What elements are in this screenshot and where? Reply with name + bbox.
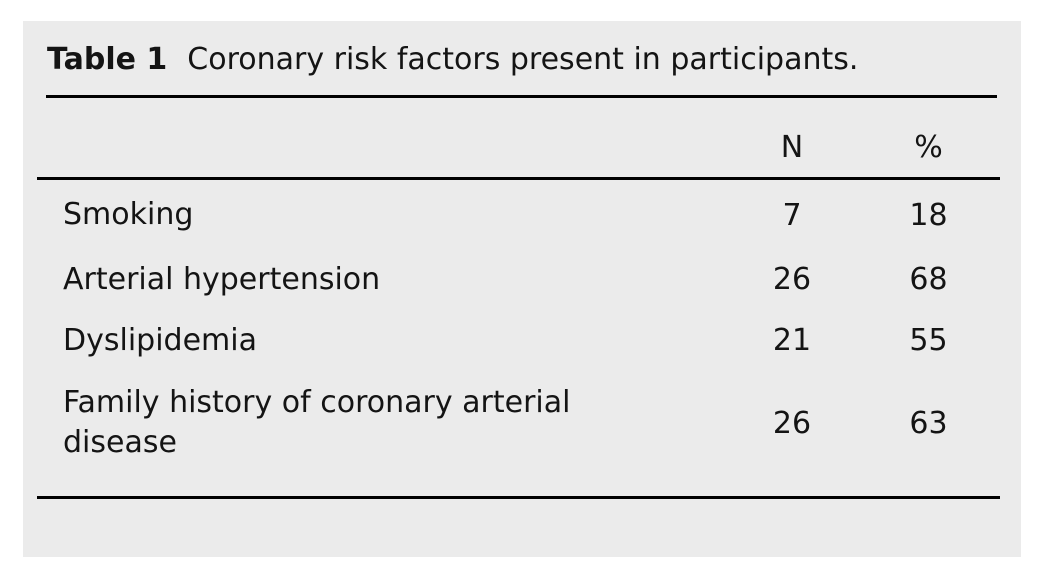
table-caption: Coronary risk factors present in partici… [187, 42, 859, 77]
factor-text: Family history of coronary arterial dise… [63, 385, 571, 460]
table-label: Table 1 [47, 42, 168, 77]
cell-pct: 63 [909, 405, 948, 441]
table-panel: Table 1 Coronary risk factors present in … [23, 21, 1021, 557]
table-row: Smoking 7 18 [37, 179, 1000, 251]
col-header-n: N [727, 98, 857, 180]
table-row: Arterial hypertension 26 68 [37, 250, 1000, 309]
table-row: Family history of coronary arterial dise… [37, 372, 1000, 474]
cell-pct: 68 [909, 262, 948, 297]
cell-factor: Family history of coronary arterial dise… [37, 372, 727, 474]
cell-n: 26 [772, 405, 812, 441]
factor-text: Smoking [63, 197, 194, 232]
cell-n: 7 [782, 197, 802, 233]
col-header-pct: % [857, 98, 1000, 180]
cell-pct: 18 [909, 197, 948, 233]
cell-factor: Smoking [37, 179, 727, 251]
factor-text: Dyslipidemia [63, 322, 257, 358]
title-divider [46, 95, 997, 98]
risk-factors-table: N % Smoking 7 18 Arterial hypertension 2… [37, 98, 1000, 499]
header-row: N % [37, 98, 1000, 180]
col-header-factor [37, 98, 727, 180]
spacer-cell [37, 474, 1000, 498]
spacer-row [37, 474, 1000, 498]
table-row: Dyslipidemia 21 55 [37, 309, 1000, 372]
cell-n: 21 [772, 323, 812, 358]
cell-factor: Arterial hypertension [37, 250, 727, 309]
table-caption-line: Table 1 Coronary risk factors present in … [23, 21, 1021, 75]
factor-text: Arterial hypertension [63, 261, 381, 297]
cell-n: 26 [772, 262, 812, 297]
cell-factor: Dyslipidemia [37, 309, 727, 372]
cell-pct: 55 [909, 323, 948, 358]
